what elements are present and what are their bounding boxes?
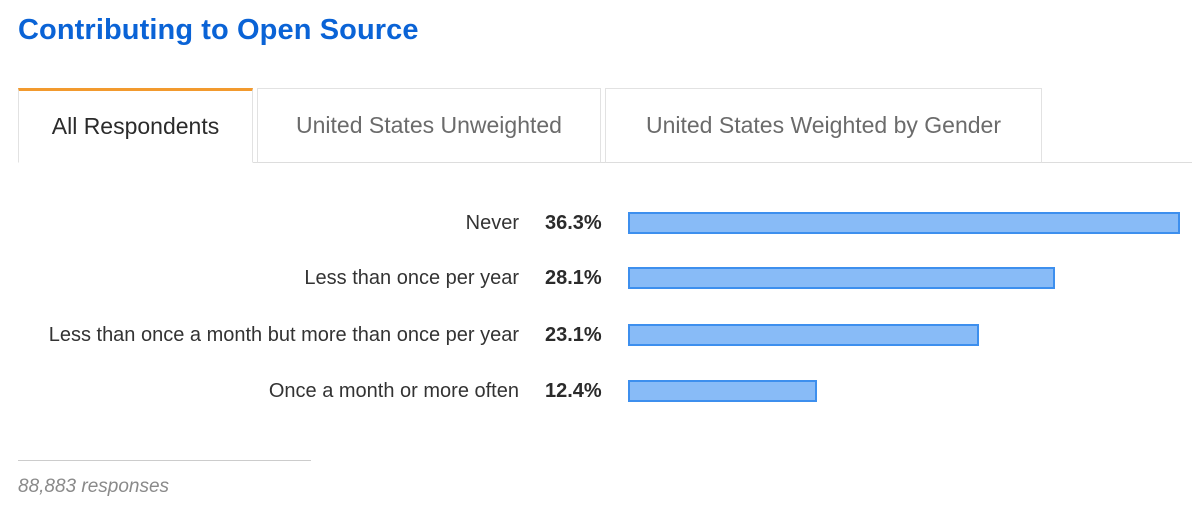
bar-label: Less than once per year — [304, 266, 519, 289]
bar — [628, 380, 817, 402]
bar — [628, 324, 979, 346]
tab-bar: All Respondents United States Unweighted… — [18, 88, 1192, 163]
bar — [628, 212, 1180, 234]
bar-value-label: 36.3% — [545, 211, 602, 234]
footer-divider — [18, 460, 311, 461]
bar-value-label: 23.1% — [545, 323, 602, 346]
bar-label: Never — [465, 211, 519, 234]
tab-all-respondents[interactable]: All Respondents — [18, 88, 253, 163]
tab-united-states-unweighted[interactable]: United States Unweighted — [257, 88, 601, 163]
bar-label: Less than once a month but more than onc… — [48, 323, 519, 346]
bar — [628, 267, 1055, 289]
page-title: Contributing to Open Source — [18, 14, 419, 46]
response-count: 88,883 responses — [18, 476, 170, 497]
bar-chart: Never 36.3% Less than once per year 28.1… — [0, 205, 1200, 435]
bar-label: Once a month or more often — [268, 379, 519, 402]
bar-value-label: 12.4% — [545, 379, 602, 402]
bar-value-label: 28.1% — [545, 266, 602, 289]
tab-united-states-weighted-by-gender[interactable]: United States Weighted by Gender — [605, 88, 1042, 163]
